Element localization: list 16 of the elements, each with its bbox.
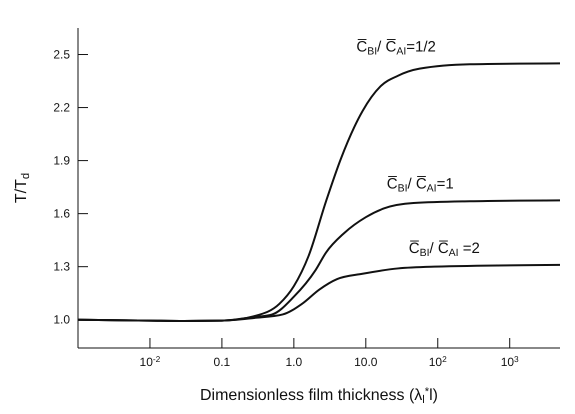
y-tick-label: 2.5 xyxy=(53,48,70,62)
x-tick-label: 1.0 xyxy=(286,355,303,369)
annotation: C̅$_{BI}$/ C̅$_{AI}$=1 xyxy=(386,175,454,195)
y-tick-label: 1.3 xyxy=(53,260,70,274)
y-tick-label: 1.6 xyxy=(53,206,70,221)
x-tick-label: 10$^{-2}$ xyxy=(140,354,161,369)
y-tick-label: 1.9 xyxy=(53,154,70,168)
x-tick-label: 10$^{3}$ xyxy=(500,354,520,369)
x-tick-label: 0.1 xyxy=(214,355,231,369)
y-tick-label: 1.0 xyxy=(53,312,70,327)
x-tick-label: 10$^{2}$ xyxy=(428,354,448,369)
annotation: C̅$_{BI}$/ C̅$_{AI}$=1/2 xyxy=(356,38,436,58)
y-tick-label: 2.2 xyxy=(53,100,70,115)
annotation: C̅$_{BI}$/ C̅$_{AI}$ =2 xyxy=(408,240,480,260)
x-tick-label: 10.0 xyxy=(354,355,378,369)
x-axis-title: Dimensionless film thickness (λ$_{l}$$^{*}$l) xyxy=(200,386,438,406)
